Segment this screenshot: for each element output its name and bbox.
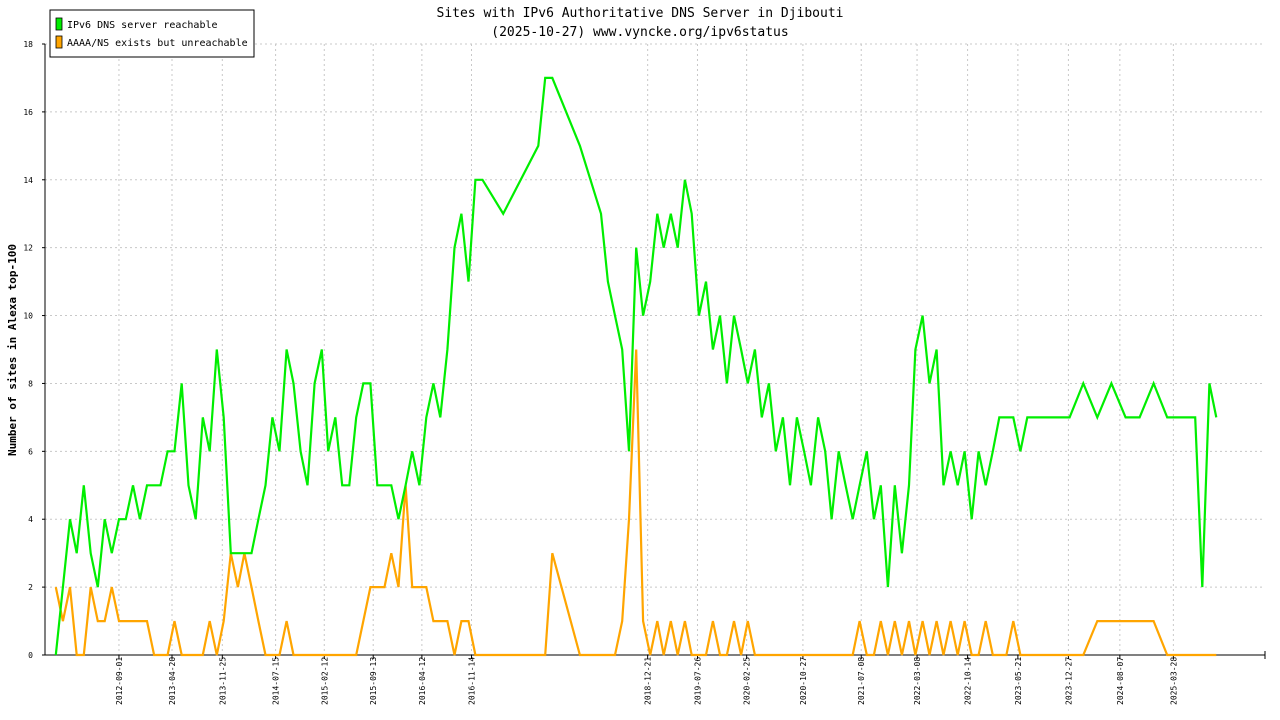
legend-box (49, 9, 255, 58)
x-tick-label: 2016-04-12 (418, 657, 427, 705)
y-tick-label: 8 (28, 379, 33, 388)
y-tick-label: 4 (28, 515, 33, 524)
x-tick-label: 2019-07-26 (693, 657, 702, 705)
y-tick-label: 16 (23, 108, 33, 117)
y-tick-label: 18 (23, 40, 33, 49)
x-tick-label: 2018-12-21 (644, 657, 653, 705)
y-axis-label: Number of sites in Alexa top-100 (6, 244, 19, 456)
y-tick-label: 6 (28, 447, 33, 456)
series-line (54, 349, 1217, 657)
legend-label: IPv6 DNS server reachable (67, 20, 218, 31)
legend-swatch (55, 35, 63, 49)
x-tick-label: 2016-11-14 (467, 657, 476, 705)
x-tick-label: 2012-09-01 (115, 657, 124, 705)
legend-swatch (55, 17, 63, 31)
x-tick-label: 2015-02-12 (320, 657, 329, 705)
x-tick-label: 2022-03-08 (913, 657, 922, 705)
series-line (54, 76, 1218, 656)
y-tick-label: 0 (28, 651, 33, 660)
legend-label: AAAA/NS exists but unreachable (67, 38, 248, 49)
chart-subtitle: (2025-10-27) www.vyncke.org/ipv6status (491, 25, 788, 40)
x-tick-label: 2022-10-14 (964, 657, 973, 705)
chart-title: Sites with IPv6 Authoritative DNS Server… (437, 6, 844, 21)
y-tick-label: 12 (23, 244, 33, 253)
x-tick-label: 2013-04-20 (168, 657, 177, 705)
x-tick-label: 2015-09-13 (369, 657, 378, 705)
x-tick-label: 2013-11-25 (218, 657, 227, 705)
y-tick-label: 10 (23, 312, 33, 321)
x-tick-label: 2024-08-07 (1116, 657, 1125, 705)
x-tick-label: 2020-02-25 (743, 657, 752, 705)
x-tick-label: 2023-05-21 (1014, 657, 1023, 705)
x-tick-label: 2021-07-08 (857, 657, 866, 705)
y-tick-label: 2 (28, 583, 33, 592)
x-tick-label: 2014-07-15 (272, 657, 281, 705)
x-tick-label: 2020-10-27 (799, 657, 808, 705)
y-tick-label: 14 (23, 176, 33, 185)
x-tick-label: 2025-03-28 (1169, 657, 1178, 705)
x-tick-label: 2023-12-27 (1064, 657, 1073, 705)
legend: IPv6 DNS server reachable AAAA/NS exists … (49, 9, 255, 58)
